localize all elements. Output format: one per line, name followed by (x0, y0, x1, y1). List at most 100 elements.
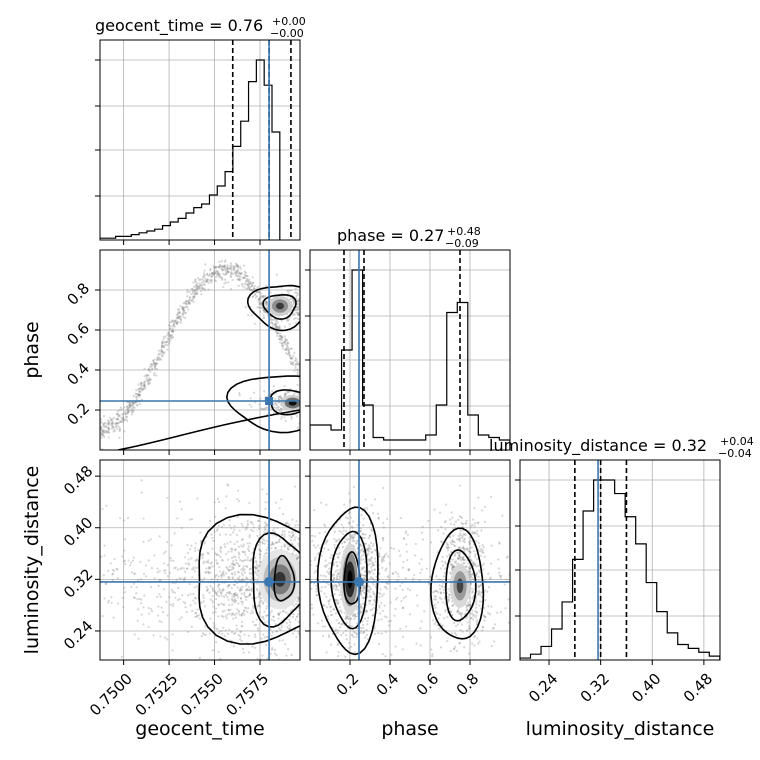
sample-point (236, 577, 239, 580)
sample-point (231, 603, 234, 606)
sample-point (210, 561, 213, 564)
sample-point (350, 633, 354, 636)
sample-point (359, 603, 362, 606)
sample-point (233, 583, 236, 587)
sample-point (257, 629, 260, 632)
sample-point (280, 319, 283, 322)
sample-point (312, 613, 315, 616)
sample-point (392, 572, 395, 575)
sample-point (271, 319, 274, 322)
sample-point (194, 549, 197, 552)
sample-point (284, 611, 288, 614)
sample-point (216, 562, 219, 565)
sample-point (457, 556, 461, 559)
sample-point (225, 566, 228, 569)
sample-point (262, 601, 265, 604)
sample-point (220, 525, 224, 529)
sample-point (442, 588, 445, 591)
sample-point (277, 315, 280, 318)
sample-point (220, 591, 223, 595)
sample-point (245, 589, 248, 592)
sample-point (334, 540, 338, 543)
sample-point (237, 551, 240, 554)
sample-point (458, 620, 461, 624)
sample-point (211, 589, 215, 593)
sample-point (386, 517, 389, 521)
sample-point (436, 590, 440, 594)
sample-point (230, 275, 233, 278)
sample-point (216, 553, 219, 556)
sample-point (232, 617, 235, 620)
sample-point (177, 316, 180, 320)
sample-point (320, 586, 323, 589)
sample-point (132, 405, 135, 408)
sample-point (277, 405, 280, 408)
sample-point (107, 421, 110, 424)
sample-point (471, 561, 475, 564)
sample-point (440, 584, 444, 587)
sample-point (458, 664, 460, 666)
sample-point (118, 420, 122, 423)
sample-point (265, 607, 268, 610)
sample-point (139, 383, 143, 387)
sample-point (218, 566, 221, 569)
sample-point (239, 267, 242, 270)
sample-point (182, 567, 185, 570)
sample-point (292, 361, 295, 364)
sample-point (471, 612, 474, 615)
sample-point (224, 259, 227, 262)
sample-point (440, 579, 444, 582)
sample-point (290, 415, 293, 419)
sample-point (441, 564, 445, 567)
sample-point (445, 555, 449, 558)
sample-point (122, 519, 126, 522)
sample-point (143, 367, 146, 371)
sample-point (222, 626, 225, 629)
sample-point (230, 547, 233, 550)
sample-point (451, 558, 454, 561)
sample-point (169, 327, 172, 330)
sample-point (187, 300, 190, 303)
sample-point (111, 572, 115, 576)
sample-point (100, 427, 103, 430)
sample-point (217, 554, 220, 557)
sample-point (380, 559, 383, 562)
sample-point (250, 528, 253, 532)
sample-point (194, 278, 197, 281)
sample-point (451, 567, 454, 570)
sample-point (135, 586, 138, 589)
sample-point (215, 641, 218, 644)
sample-point (207, 559, 210, 562)
sample-point (387, 620, 390, 623)
sample-point (227, 609, 230, 612)
sample-point (121, 416, 124, 419)
sample-point (274, 623, 278, 626)
sample-point (458, 552, 461, 555)
sample-point (187, 558, 190, 561)
sample-point (293, 549, 296, 552)
sample-point (338, 529, 341, 533)
sample-point (467, 604, 470, 607)
sample-point (270, 634, 273, 637)
sample-point (367, 552, 370, 555)
sample-point (385, 567, 388, 570)
sample-point (226, 483, 229, 486)
y-tick-label: 0.48 (60, 462, 96, 498)
sample-point (351, 535, 354, 539)
sample-point (227, 558, 230, 561)
sample-point (286, 289, 289, 292)
sample-point (178, 317, 181, 320)
sample-point (171, 590, 175, 594)
sample-point (297, 598, 300, 601)
sample-point (146, 375, 149, 378)
sample-point (362, 584, 365, 588)
sample-point (486, 590, 489, 593)
panel-frame (309, 249, 511, 451)
sample-point (242, 264, 246, 267)
sample-point (480, 529, 483, 532)
sample-point (476, 619, 479, 622)
sample-point (441, 555, 444, 559)
sample-point (191, 609, 194, 613)
sample-point (154, 362, 157, 365)
sample-point (235, 664, 237, 666)
